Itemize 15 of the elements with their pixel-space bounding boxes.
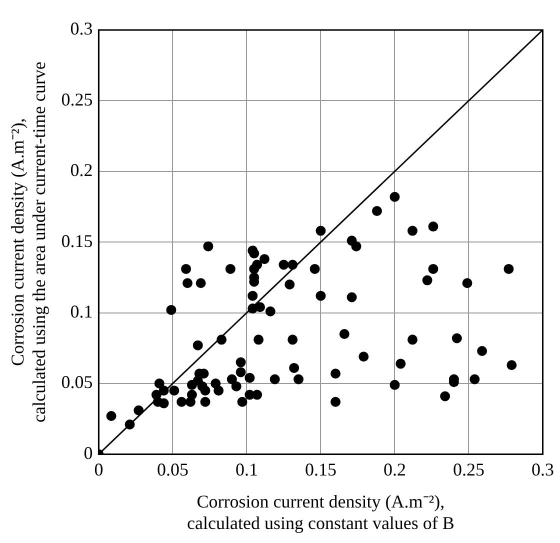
x-tick-label: 0.1	[235, 460, 258, 480]
y-tick-label: 0.15	[61, 230, 93, 251]
x-tick-label: 0.15	[304, 460, 336, 480]
x-tick-label: 0.05	[156, 460, 188, 480]
y-tick-label: 0.1	[70, 302, 93, 322]
x-tick-label: 0.3	[532, 460, 554, 480]
x-axis-title: Corrosion current density (A.m⁻²), calculated using constant values of B	[187, 491, 454, 533]
y-axis-title: Corrosion current density (A.m⁻²), calculated using the area under current-time curve	[8, 62, 50, 423]
y-tick-label: 0.25	[61, 89, 93, 110]
x-tick-label: 0.25	[452, 460, 484, 480]
y-tick-label: 0.3	[70, 18, 93, 39]
y-tick-label: 0.2	[70, 160, 93, 180]
x-tick-label: 0.2	[383, 460, 406, 480]
y-tick-label: 0.05	[61, 372, 93, 392]
y-tick-label: 0	[84, 442, 93, 463]
